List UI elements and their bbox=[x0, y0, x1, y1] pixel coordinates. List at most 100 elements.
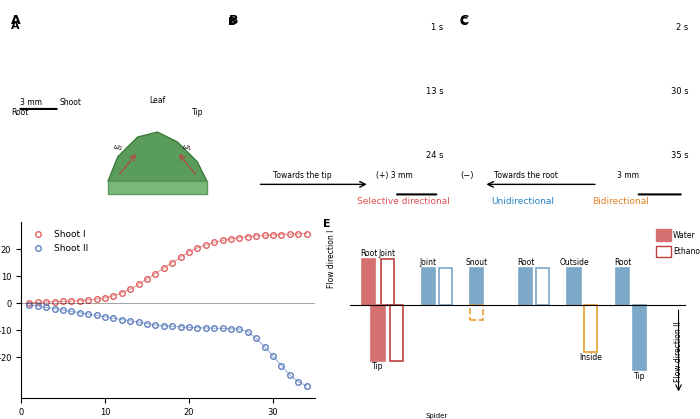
Shoot I bbox=[269, 232, 277, 237]
FancyBboxPatch shape bbox=[470, 305, 484, 320]
Text: Root: Root bbox=[517, 258, 534, 267]
Shoot I bbox=[59, 299, 67, 304]
Bar bbox=[519, 269, 532, 305]
FancyBboxPatch shape bbox=[390, 305, 403, 361]
Text: Flow direction II: Flow direction II bbox=[674, 321, 683, 382]
Shoot II bbox=[286, 372, 294, 378]
Text: Root: Root bbox=[614, 258, 631, 267]
Shoot II bbox=[143, 321, 151, 326]
Bar bbox=[470, 269, 484, 305]
Text: (+) 3 mm: (+) 3 mm bbox=[377, 171, 413, 180]
Shoot II bbox=[76, 310, 84, 315]
Text: Water: Water bbox=[673, 230, 696, 240]
Shoot I bbox=[118, 290, 126, 295]
Shoot II bbox=[92, 313, 101, 318]
Polygon shape bbox=[108, 132, 207, 181]
Shoot II bbox=[185, 325, 193, 330]
Shoot I bbox=[34, 300, 42, 305]
Shoot I bbox=[25, 300, 34, 305]
Bar bbox=[381, 259, 394, 305]
Shoot I bbox=[252, 233, 260, 238]
Bar bbox=[656, 246, 671, 257]
Shoot II bbox=[25, 302, 34, 307]
Shoot II bbox=[109, 316, 118, 321]
Shoot II bbox=[244, 329, 252, 334]
Shoot I bbox=[176, 255, 185, 260]
Text: C: C bbox=[460, 14, 469, 27]
Bar bbox=[362, 259, 375, 305]
Bar bbox=[568, 269, 580, 305]
Text: Root: Root bbox=[360, 248, 377, 258]
Text: 3 mm: 3 mm bbox=[20, 98, 41, 107]
Shoot II bbox=[294, 379, 302, 384]
Text: 35 s: 35 s bbox=[671, 151, 688, 160]
Shoot II bbox=[210, 326, 218, 331]
Shoot I bbox=[260, 233, 269, 238]
Shoot I bbox=[151, 271, 160, 276]
Shoot I bbox=[168, 260, 176, 265]
Text: 1 s: 1 s bbox=[431, 23, 444, 32]
Bar bbox=[656, 230, 671, 241]
Text: Joint: Joint bbox=[420, 258, 437, 267]
Shoot I bbox=[50, 299, 59, 304]
Shoot I bbox=[160, 266, 168, 271]
Text: A: A bbox=[11, 14, 21, 27]
Shoot I bbox=[286, 232, 294, 237]
Text: Outside: Outside bbox=[559, 258, 589, 267]
Shoot I bbox=[185, 249, 193, 254]
Text: Flow direction I: Flow direction I bbox=[327, 230, 336, 288]
Text: Inside: Inside bbox=[580, 353, 602, 362]
Shoot II bbox=[269, 354, 277, 359]
Shoot I bbox=[42, 300, 50, 305]
Text: Bidirectional: Bidirectional bbox=[592, 197, 649, 207]
Shoot I bbox=[294, 231, 302, 236]
Shoot I bbox=[134, 282, 143, 287]
Shoot II bbox=[50, 306, 59, 311]
Text: C: C bbox=[460, 17, 468, 27]
Shoot II bbox=[34, 303, 42, 308]
Shoot II bbox=[151, 323, 160, 328]
Text: Ethanol: Ethanol bbox=[673, 247, 700, 256]
Text: Unidirectional: Unidirectional bbox=[491, 197, 554, 207]
Shoot I bbox=[143, 277, 151, 282]
Shoot I bbox=[244, 234, 252, 239]
Legend: Shoot I, Shoot II: Shoot I, Shoot II bbox=[25, 227, 92, 256]
Shoot I bbox=[193, 245, 202, 250]
Shoot I bbox=[76, 298, 84, 303]
Text: B: B bbox=[228, 17, 237, 27]
Text: E: E bbox=[323, 219, 330, 228]
Shoot II bbox=[160, 323, 168, 328]
FancyBboxPatch shape bbox=[372, 305, 384, 361]
Shoot I bbox=[101, 295, 109, 300]
Text: 30 s: 30 s bbox=[671, 87, 688, 96]
Shoot II bbox=[260, 344, 269, 349]
Shoot II bbox=[42, 305, 50, 310]
Text: $\omega_2$: $\omega_2$ bbox=[113, 143, 123, 153]
Shoot I bbox=[126, 287, 134, 292]
Text: B: B bbox=[228, 14, 238, 27]
Shoot II bbox=[218, 326, 227, 331]
Text: Spider: Spider bbox=[426, 413, 448, 419]
Shoot I bbox=[84, 297, 92, 303]
Bar bbox=[422, 269, 435, 305]
Text: 3 mm: 3 mm bbox=[617, 171, 639, 180]
Shoot II bbox=[252, 336, 260, 341]
Text: Towards the root: Towards the root bbox=[494, 171, 559, 180]
Text: 24 s: 24 s bbox=[426, 151, 444, 160]
Text: Joint: Joint bbox=[379, 248, 396, 258]
Shoot II bbox=[302, 383, 311, 388]
Shoot II bbox=[67, 309, 76, 314]
Shoot II bbox=[277, 363, 286, 368]
Shoot I bbox=[218, 238, 227, 243]
Bar bbox=[439, 269, 452, 305]
Shoot II bbox=[126, 318, 134, 323]
Bar bbox=[616, 269, 629, 305]
Line: Shoot I: Shoot I bbox=[27, 231, 309, 305]
Line: Shoot II: Shoot II bbox=[27, 302, 309, 389]
Text: Tip: Tip bbox=[192, 108, 203, 117]
Shoot II bbox=[134, 320, 143, 325]
Shoot II bbox=[118, 317, 126, 322]
Text: Tip: Tip bbox=[372, 362, 384, 372]
Shoot I bbox=[277, 232, 286, 237]
Text: (−): (−) bbox=[460, 171, 473, 180]
